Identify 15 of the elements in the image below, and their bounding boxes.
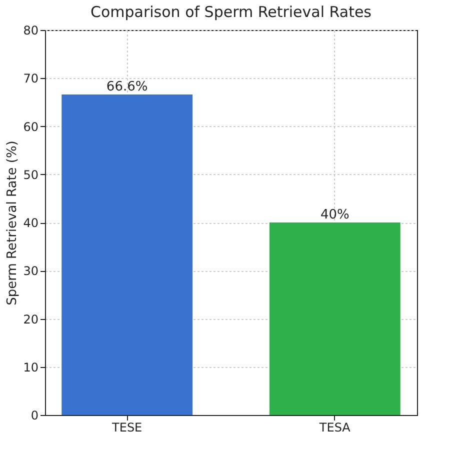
y-tick-label: 50 [23,168,38,182]
y-tick-label: 10 [23,360,38,374]
x-tick-label: TESE [111,420,142,434]
y-tick-label: 40 [23,216,38,230]
y-tick-label: 30 [23,264,38,278]
data-label: 40% [320,208,350,222]
y-tick-label: 70 [23,72,38,86]
chart-title: Comparison of Sperm Retrieval Rates [90,3,372,21]
y-tick-label: 20 [23,312,38,326]
y-axis-title: Sperm Retrieval Rate (%) [5,140,20,306]
y-tick-label: 0 [30,408,38,422]
data-label: 66.6% [106,79,148,94]
y-tick-label: 60 [23,120,38,134]
y-tick-label: 80 [23,24,38,38]
x-tick-label: TESA [318,420,352,434]
